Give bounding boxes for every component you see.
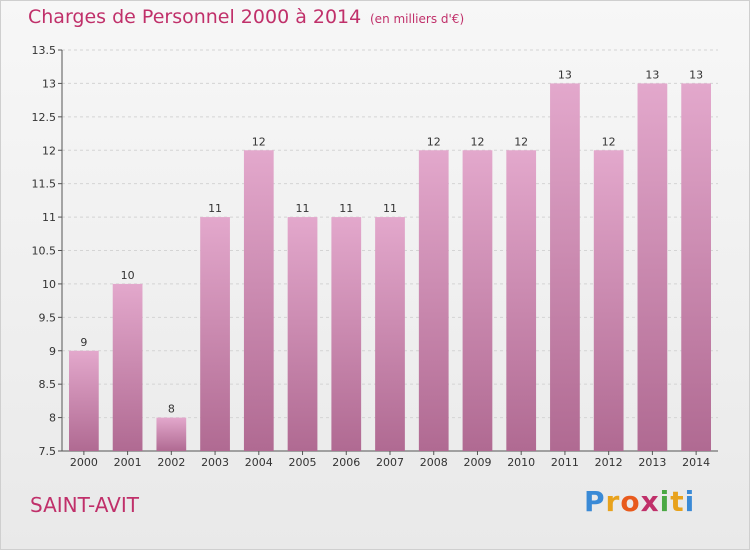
x-tick-label: 2003 <box>201 456 229 469</box>
logo-letter: P <box>584 485 606 518</box>
bar <box>550 83 580 452</box>
bar <box>375 217 405 451</box>
x-tick-label: 2000 <box>70 456 98 469</box>
bar <box>331 217 362 451</box>
x-tick-label: 2011 <box>551 456 579 469</box>
y-tick-label: 7.5 <box>39 445 57 458</box>
logo-letter: i <box>684 485 696 518</box>
logo-letter: t <box>670 485 685 518</box>
x-tick-label: 2014 <box>682 456 710 469</box>
y-tick-label: 9 <box>49 345 56 358</box>
bar <box>462 150 493 451</box>
x-tick-label: 2005 <box>289 456 317 469</box>
logo-letter: x <box>640 485 660 518</box>
bar <box>156 417 187 451</box>
y-tick-label: 10 <box>42 278 56 291</box>
data-label: 12 <box>252 135 266 148</box>
x-tick-label: 2008 <box>420 456 448 469</box>
chart-title: Charges de Personnel 2000 à 2014 <box>28 6 362 28</box>
x-tick-label: 2006 <box>332 456 360 469</box>
bar <box>287 217 318 451</box>
bar <box>243 150 274 451</box>
x-tick-label: 2004 <box>245 456 273 469</box>
logo-letter: o <box>620 485 641 518</box>
bar <box>112 283 143 451</box>
x-tick-label: 2002 <box>157 456 185 469</box>
logo-letter: r <box>605 485 621 518</box>
proxiti-logo[interactable]: Proxiti <box>584 485 695 518</box>
chart-subtitle: (en milliers d'€) <box>370 12 465 26</box>
data-label: 13 <box>689 68 703 81</box>
x-tick-label: 2012 <box>595 456 623 469</box>
bar <box>593 150 624 451</box>
data-label: 10 <box>121 269 135 282</box>
y-tick-label: 12.5 <box>32 111 57 124</box>
data-label: 12 <box>602 135 616 148</box>
data-label: 12 <box>470 135 484 148</box>
data-label: 13 <box>645 68 659 81</box>
data-label: 11 <box>296 202 310 215</box>
bar <box>637 83 668 452</box>
y-tick-label: 12 <box>42 144 56 157</box>
x-tick-label: 2010 <box>507 456 535 469</box>
y-tick-label: 13.5 <box>32 44 57 57</box>
labels: 9 10 8 11 12 11 11 11 12 12 12 13 12 13 13 <box>80 68 703 415</box>
x-tick-label: 2007 <box>376 456 404 469</box>
bars <box>68 83 712 452</box>
y-tick-label: 11 <box>42 211 56 224</box>
y-tick-label: 10.5 <box>32 245 57 258</box>
data-label: 8 <box>168 403 175 416</box>
bar <box>68 350 99 451</box>
data-label: 11 <box>339 202 353 215</box>
y-tick-label: 8.5 <box>39 378 57 391</box>
data-label: 12 <box>427 135 441 148</box>
data-label: 9 <box>80 336 87 349</box>
commune-name: SAINT-AVIT <box>30 493 139 517</box>
data-label: 11 <box>383 202 397 215</box>
data-label: 11 <box>208 202 222 215</box>
data-label: 13 <box>558 68 572 81</box>
x-tick-label: 2009 <box>463 456 491 469</box>
x-tick-label: 2001 <box>114 456 142 469</box>
bar <box>681 83 712 452</box>
data-label: 12 <box>514 135 528 148</box>
logo-letter: i <box>659 485 671 518</box>
bar <box>506 150 537 451</box>
y-tick-label: 13 <box>42 77 56 90</box>
x-tick-label: 2013 <box>638 456 666 469</box>
bar <box>200 217 230 451</box>
y-tick-label: 11.5 <box>32 178 57 191</box>
y-tick-label: 8 <box>49 412 56 425</box>
y-tick-label: 9.5 <box>39 311 57 324</box>
bar <box>418 150 449 451</box>
